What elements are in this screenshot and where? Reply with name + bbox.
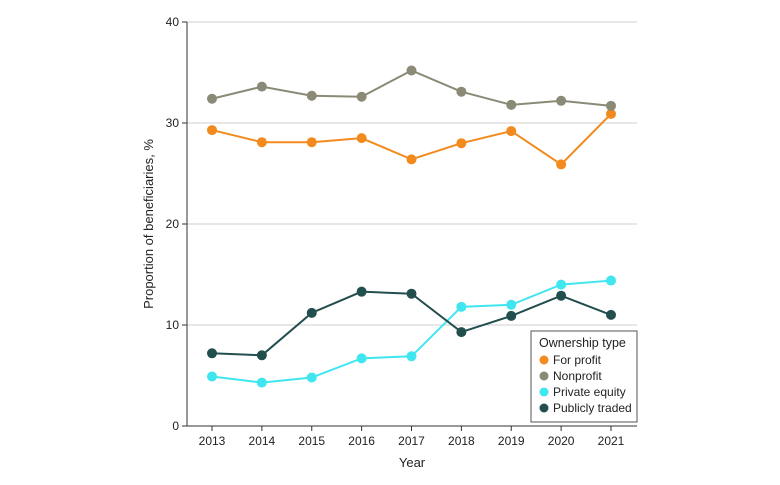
y-tick-label: 20 <box>166 217 180 231</box>
legend: Ownership type For profit Nonprofit Privat… <box>530 330 638 423</box>
data-point <box>506 99 517 110</box>
data-point <box>556 159 567 170</box>
data-point <box>506 299 517 310</box>
series-line <box>211 69 612 107</box>
x-tick-label: 2016 <box>348 434 375 448</box>
data-point <box>456 301 467 312</box>
legend-swatch <box>539 403 549 413</box>
data-point <box>406 154 417 165</box>
data-point <box>256 377 267 388</box>
data-point <box>207 348 217 359</box>
x-tick-label: 2014 <box>249 434 276 448</box>
data-point <box>306 90 317 101</box>
legend-label: Nonprofit <box>553 369 602 383</box>
legend-title: Ownership type <box>539 336 626 350</box>
data-point <box>456 86 467 97</box>
data-point <box>207 125 217 136</box>
data-point <box>556 95 567 106</box>
data-point <box>406 288 417 299</box>
data-point <box>207 371 217 382</box>
y-tick-label: 10 <box>166 318 180 332</box>
series-private-equity <box>207 275 616 388</box>
data-point <box>356 91 367 102</box>
x-tick-label: 2013 <box>199 434 226 448</box>
data-point <box>207 93 217 104</box>
x-tick-label: 2021 <box>598 434 625 448</box>
x-tick-label: 2015 <box>298 434 325 448</box>
data-point <box>406 351 417 362</box>
data-point <box>356 133 367 144</box>
data-point <box>556 290 567 301</box>
legend-label: Publicly traded <box>553 401 632 415</box>
y-tick-label: 40 <box>166 15 180 29</box>
data-point <box>606 275 616 286</box>
gridlines <box>187 21 637 326</box>
data-point <box>606 100 616 111</box>
data-point <box>456 327 467 338</box>
y-axis-title: Proportion of beneficiaries, % <box>141 139 156 309</box>
data-point <box>356 353 367 364</box>
legend-swatch <box>539 355 549 365</box>
data-point <box>256 137 267 148</box>
data-point <box>306 137 317 148</box>
data-point <box>456 138 467 149</box>
y-ticks: 0 10 20 30 40 <box>166 15 187 433</box>
data-point <box>556 279 567 290</box>
x-tick-label: 2019 <box>498 434 525 448</box>
data-point <box>306 372 317 383</box>
legend-items: For profit Nonprofit Private equity Publicl… <box>539 353 632 415</box>
series-nonprofit <box>207 65 616 111</box>
data-point <box>506 126 517 137</box>
series-for-profit <box>207 108 616 170</box>
data-point <box>356 286 367 297</box>
x-ticks: 2013 2014 2015 2016 2017 2018 2019 2020 2021 <box>199 426 625 448</box>
legend-box <box>530 330 638 423</box>
legend-label: Private equity <box>553 385 626 399</box>
data-point <box>256 81 267 92</box>
series-publicly-traded <box>207 286 616 361</box>
data-point <box>506 310 517 321</box>
x-tick-label: 2017 <box>398 434 425 448</box>
data-point <box>406 65 417 76</box>
y-tick-label: 0 <box>172 419 179 433</box>
x-axis-title: Year <box>399 455 426 470</box>
data-point <box>256 350 267 361</box>
data-point <box>606 309 616 320</box>
x-tick-label: 2018 <box>448 434 475 448</box>
legend-label: For profit <box>553 353 602 367</box>
legend-swatch <box>539 371 549 381</box>
x-tick-label: 2020 <box>548 434 575 448</box>
data-point <box>606 108 616 119</box>
series <box>207 65 616 388</box>
legend-swatch <box>539 387 549 397</box>
y-tick-label: 30 <box>166 116 180 130</box>
data-point <box>306 307 317 318</box>
